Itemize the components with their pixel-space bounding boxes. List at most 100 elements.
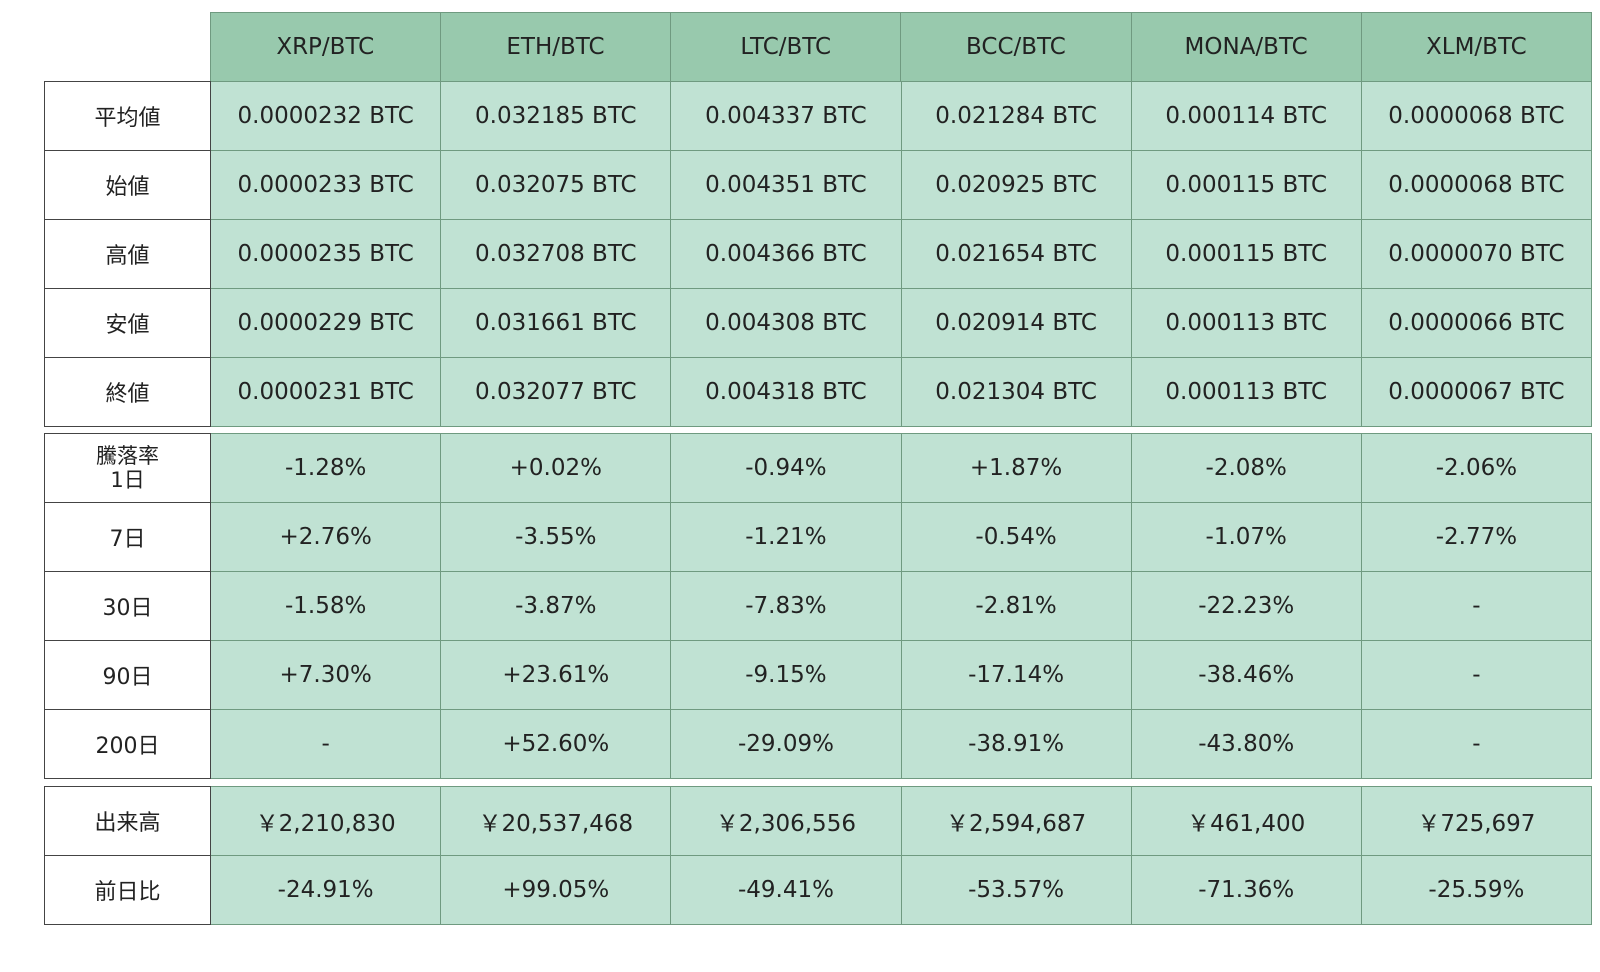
- header-pair-eth: ETH/BTC: [439, 12, 672, 82]
- table-cell: 0.020925 BTC: [900, 150, 1132, 220]
- header-corner: [44, 12, 211, 82]
- table-cell: 0.020914 BTC: [900, 288, 1132, 358]
- table-cell: 0.004318 BTC: [670, 357, 902, 427]
- table-cell: -1.21%: [670, 502, 902, 572]
- row-label: 平均値: [43, 81, 212, 151]
- table-cell: 0.0000231 BTC: [210, 357, 442, 427]
- table-row-change-200d: 200日 - +52.60% -29.09% -38.91% -43.80% -: [43, 709, 1593, 779]
- row-label: 騰落率 1日: [43, 433, 212, 503]
- header-pair-mona: MONA/BTC: [1130, 12, 1362, 82]
- table-cell: -43.80%: [1130, 709, 1362, 779]
- table-cell: ￥20,537,468: [440, 786, 672, 856]
- table-cell: -1.28%: [210, 433, 442, 503]
- table-row-volume: 出来高 ￥2,210,830 ￥20,537,468 ￥2,306,556 ￥2…: [43, 786, 1593, 856]
- period-label-1d: 1日: [110, 467, 145, 492]
- header-pair-ltc: LTC/BTC: [670, 12, 902, 82]
- table-cell: -17.14%: [900, 640, 1132, 710]
- table-row-change-30d: 30日 -1.58% -3.87% -7.83% -2.81% -22.23% …: [43, 571, 1593, 641]
- table-cell: 0.0000066 BTC: [1360, 288, 1593, 358]
- table-cell: +2.76%: [210, 502, 442, 572]
- table-cell: +23.61%: [440, 640, 672, 710]
- row-label: 7日: [43, 502, 212, 572]
- row-label: 安値: [43, 288, 212, 358]
- table-cell: -2.81%: [900, 571, 1132, 641]
- table-cell: +0.02%: [440, 433, 672, 503]
- table-cell: -38.91%: [900, 709, 1132, 779]
- table-cell: +7.30%: [210, 640, 442, 710]
- change-rate-title: 騰落率: [96, 443, 160, 468]
- table-row-high: 高値 0.0000235 BTC 0.032708 BTC 0.004366 B…: [43, 219, 1593, 289]
- table-cell: 0.004351 BTC: [670, 150, 902, 220]
- table-cell: -49.41%: [670, 855, 902, 925]
- table-cell: 0.0000068 BTC: [1360, 150, 1593, 220]
- table-row-average: 平均値 0.0000232 BTC 0.032185 BTC 0.004337 …: [43, 81, 1593, 151]
- table-cell: -2.06%: [1360, 433, 1593, 503]
- table-cell: 0.021654 BTC: [900, 219, 1132, 289]
- row-label: 終値: [43, 357, 212, 427]
- table-cell: -1.07%: [1130, 502, 1362, 572]
- table-cell: -7.83%: [670, 571, 902, 641]
- table-cell: -: [1360, 571, 1593, 641]
- table-row-change-1d: 騰落率 1日 -1.28% +0.02% -0.94% +1.87% -2.08%…: [43, 433, 1593, 503]
- table-cell: -29.09%: [670, 709, 902, 779]
- table-cell: ￥2,594,687: [900, 786, 1132, 856]
- table-cell: 0.004337 BTC: [670, 81, 902, 151]
- table-row-low: 安値 0.0000229 BTC 0.031661 BTC 0.004308 B…: [43, 288, 1593, 358]
- table-cell: ￥2,210,830: [210, 786, 442, 856]
- table-cell: 0.0000233 BTC: [210, 150, 442, 220]
- table-cell: 0.004308 BTC: [670, 288, 902, 358]
- table-cell: 0.000113 BTC: [1130, 357, 1362, 427]
- volume-table: 出来高 ￥2,210,830 ￥20,537,468 ￥2,306,556 ￥2…: [43, 786, 1593, 925]
- header-pair-xrp: XRP/BTC: [209, 12, 441, 82]
- table-cell: 0.000115 BTC: [1130, 150, 1362, 220]
- table-cell: 0.000115 BTC: [1130, 219, 1362, 289]
- table-cell: -24.91%: [210, 855, 442, 925]
- table-cell: 0.032708 BTC: [440, 219, 672, 289]
- table-cell: -0.94%: [670, 433, 902, 503]
- table-cell: +99.05%: [440, 855, 672, 925]
- change-rate-table: 騰落率 1日 -1.28% +0.02% -0.94% +1.87% -2.08%…: [43, 433, 1593, 779]
- row-label: 出来高: [43, 786, 212, 856]
- table-cell: 0.032075 BTC: [440, 150, 672, 220]
- table-row-volume-change: 前日比 -24.91% +99.05% -49.41% -53.57% -71.…: [43, 855, 1593, 925]
- table-cell: -: [1360, 640, 1593, 710]
- table-cell: 0.032077 BTC: [440, 357, 672, 427]
- table-cell: -9.15%: [670, 640, 902, 710]
- table-row-change-90d: 90日 +7.30% +23.61% -9.15% -17.14% -38.46…: [43, 640, 1593, 710]
- table-cell: 0.0000067 BTC: [1360, 357, 1593, 427]
- table-cell: 0.032185 BTC: [440, 81, 672, 151]
- table-row-change-7d: 7日 +2.76% -3.55% -1.21% -0.54% -1.07% -2…: [43, 502, 1593, 572]
- table-row-close: 終値 0.0000231 BTC 0.032077 BTC 0.004318 B…: [43, 357, 1593, 427]
- table-row-open: 始値 0.0000233 BTC 0.032075 BTC 0.004351 B…: [43, 150, 1593, 220]
- table-cell: 0.021304 BTC: [900, 357, 1132, 427]
- table-cell: -2.08%: [1130, 433, 1362, 503]
- table-cell: 0.000113 BTC: [1130, 288, 1362, 358]
- table-cell: 0.0000232 BTC: [210, 81, 442, 151]
- row-label: 高値: [43, 219, 212, 289]
- header-pair-xlm: XLM/BTC: [1360, 12, 1593, 82]
- table-cell: -22.23%: [1130, 571, 1362, 641]
- table-cell: -53.57%: [900, 855, 1132, 925]
- table-cell: 0.0000235 BTC: [210, 219, 442, 289]
- table-cell: 0.000114 BTC: [1130, 81, 1362, 151]
- table-cell: -3.55%: [440, 502, 672, 572]
- table-cell: 0.0000068 BTC: [1360, 81, 1593, 151]
- header-row: XRP/BTC ETH/BTC LTC/BTC BCC/BTC MONA/BTC…: [44, 12, 1593, 82]
- table-cell: 0.004366 BTC: [670, 219, 902, 289]
- change-rate-label: 騰落率 1日: [96, 444, 159, 492]
- table-cell: -0.54%: [900, 502, 1132, 572]
- table-cell: -71.36%: [1130, 855, 1362, 925]
- table-cell: ￥725,697: [1360, 786, 1593, 856]
- row-label: 30日: [43, 571, 212, 641]
- table-cell: -1.58%: [210, 571, 442, 641]
- table-cell: -3.87%: [440, 571, 672, 641]
- row-label: 200日: [43, 709, 212, 779]
- table-cell: 0.021284 BTC: [900, 81, 1132, 151]
- table-cell: ￥461,400: [1130, 786, 1362, 856]
- price-table: 平均値 0.0000232 BTC 0.032185 BTC 0.004337 …: [43, 81, 1593, 427]
- table-cell: ￥2,306,556: [670, 786, 902, 856]
- table-cell: -2.77%: [1360, 502, 1593, 572]
- header-pair-bcc: BCC/BTC: [900, 12, 1132, 82]
- table-cell: 0.031661 BTC: [440, 288, 672, 358]
- row-label: 90日: [43, 640, 212, 710]
